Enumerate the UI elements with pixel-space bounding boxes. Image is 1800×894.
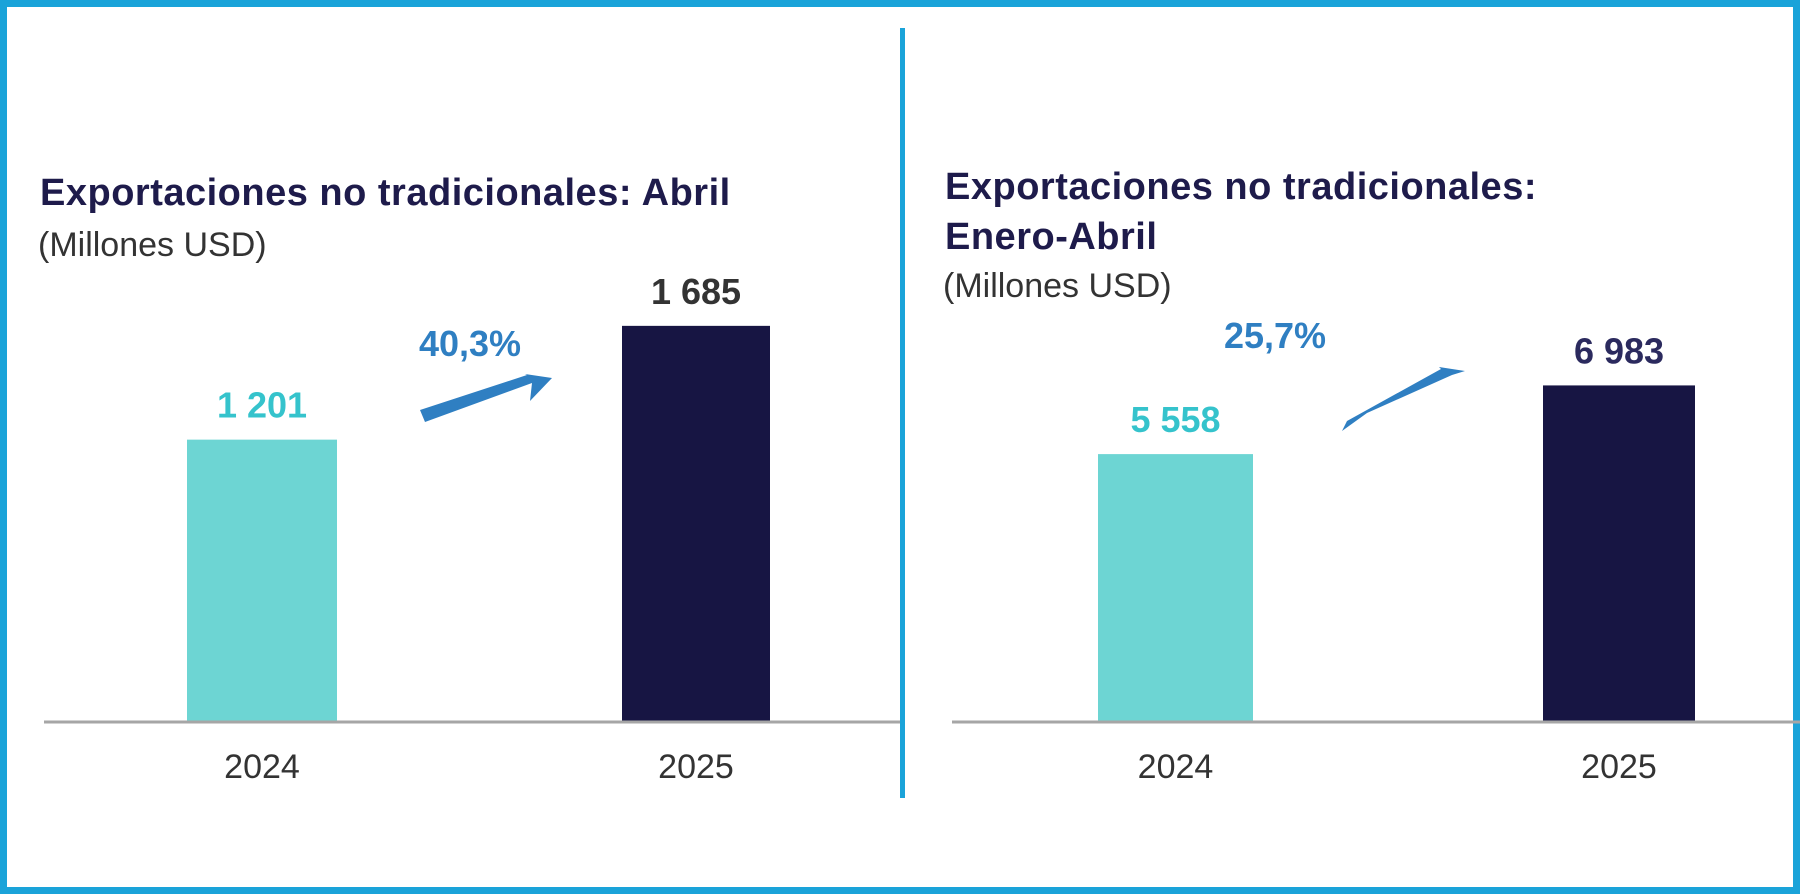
chart-title: Exportaciones no tradicionales: Enero-Abr… bbox=[945, 162, 1745, 262]
value-label-2025: 1 685 bbox=[651, 271, 741, 312]
chart-enero-abril: 5 558 6 983 2024 2025 25,7% bbox=[952, 315, 1800, 786]
chart-abril: 1 201 1 685 2024 2025 40,3% bbox=[44, 271, 900, 786]
bar-2025 bbox=[1543, 385, 1695, 722]
value-label-2025: 6 983 bbox=[1574, 330, 1664, 371]
growth-arrow-icon bbox=[420, 374, 552, 422]
tick-label-2024: 2024 bbox=[1138, 748, 1214, 786]
growth-label: 40,3% bbox=[419, 323, 521, 364]
value-label-2024: 5 558 bbox=[1130, 399, 1220, 440]
tick-label-2024: 2024 bbox=[224, 748, 300, 786]
chart-title-line2: Enero-Abril bbox=[945, 216, 1158, 258]
chart-subtitle: (Millones USD) bbox=[38, 226, 267, 264]
value-label-2024: 1 201 bbox=[217, 385, 307, 426]
chart-subtitle: (Millones USD) bbox=[943, 267, 1172, 305]
growth-arrow-icon bbox=[1342, 367, 1465, 431]
panel-enero-abril: Exportaciones no tradicionales: Enero-Abr… bbox=[905, 0, 1800, 894]
bar-2025 bbox=[622, 325, 770, 722]
chart-title: Exportaciones no tradicionales: Abril bbox=[40, 172, 731, 214]
panel-divider bbox=[900, 28, 905, 798]
chart-title-line1: Exportaciones no tradicionales: bbox=[945, 166, 1537, 208]
growth-label: 25,7% bbox=[1224, 315, 1326, 356]
bar-2024 bbox=[1098, 454, 1253, 722]
bar-2024 bbox=[187, 439, 337, 722]
tick-label-2025: 2025 bbox=[658, 748, 734, 786]
panel-abril: Exportaciones no tradicionales: Abril (M… bbox=[38, 172, 900, 786]
tick-label-2025: 2025 bbox=[1581, 748, 1657, 786]
